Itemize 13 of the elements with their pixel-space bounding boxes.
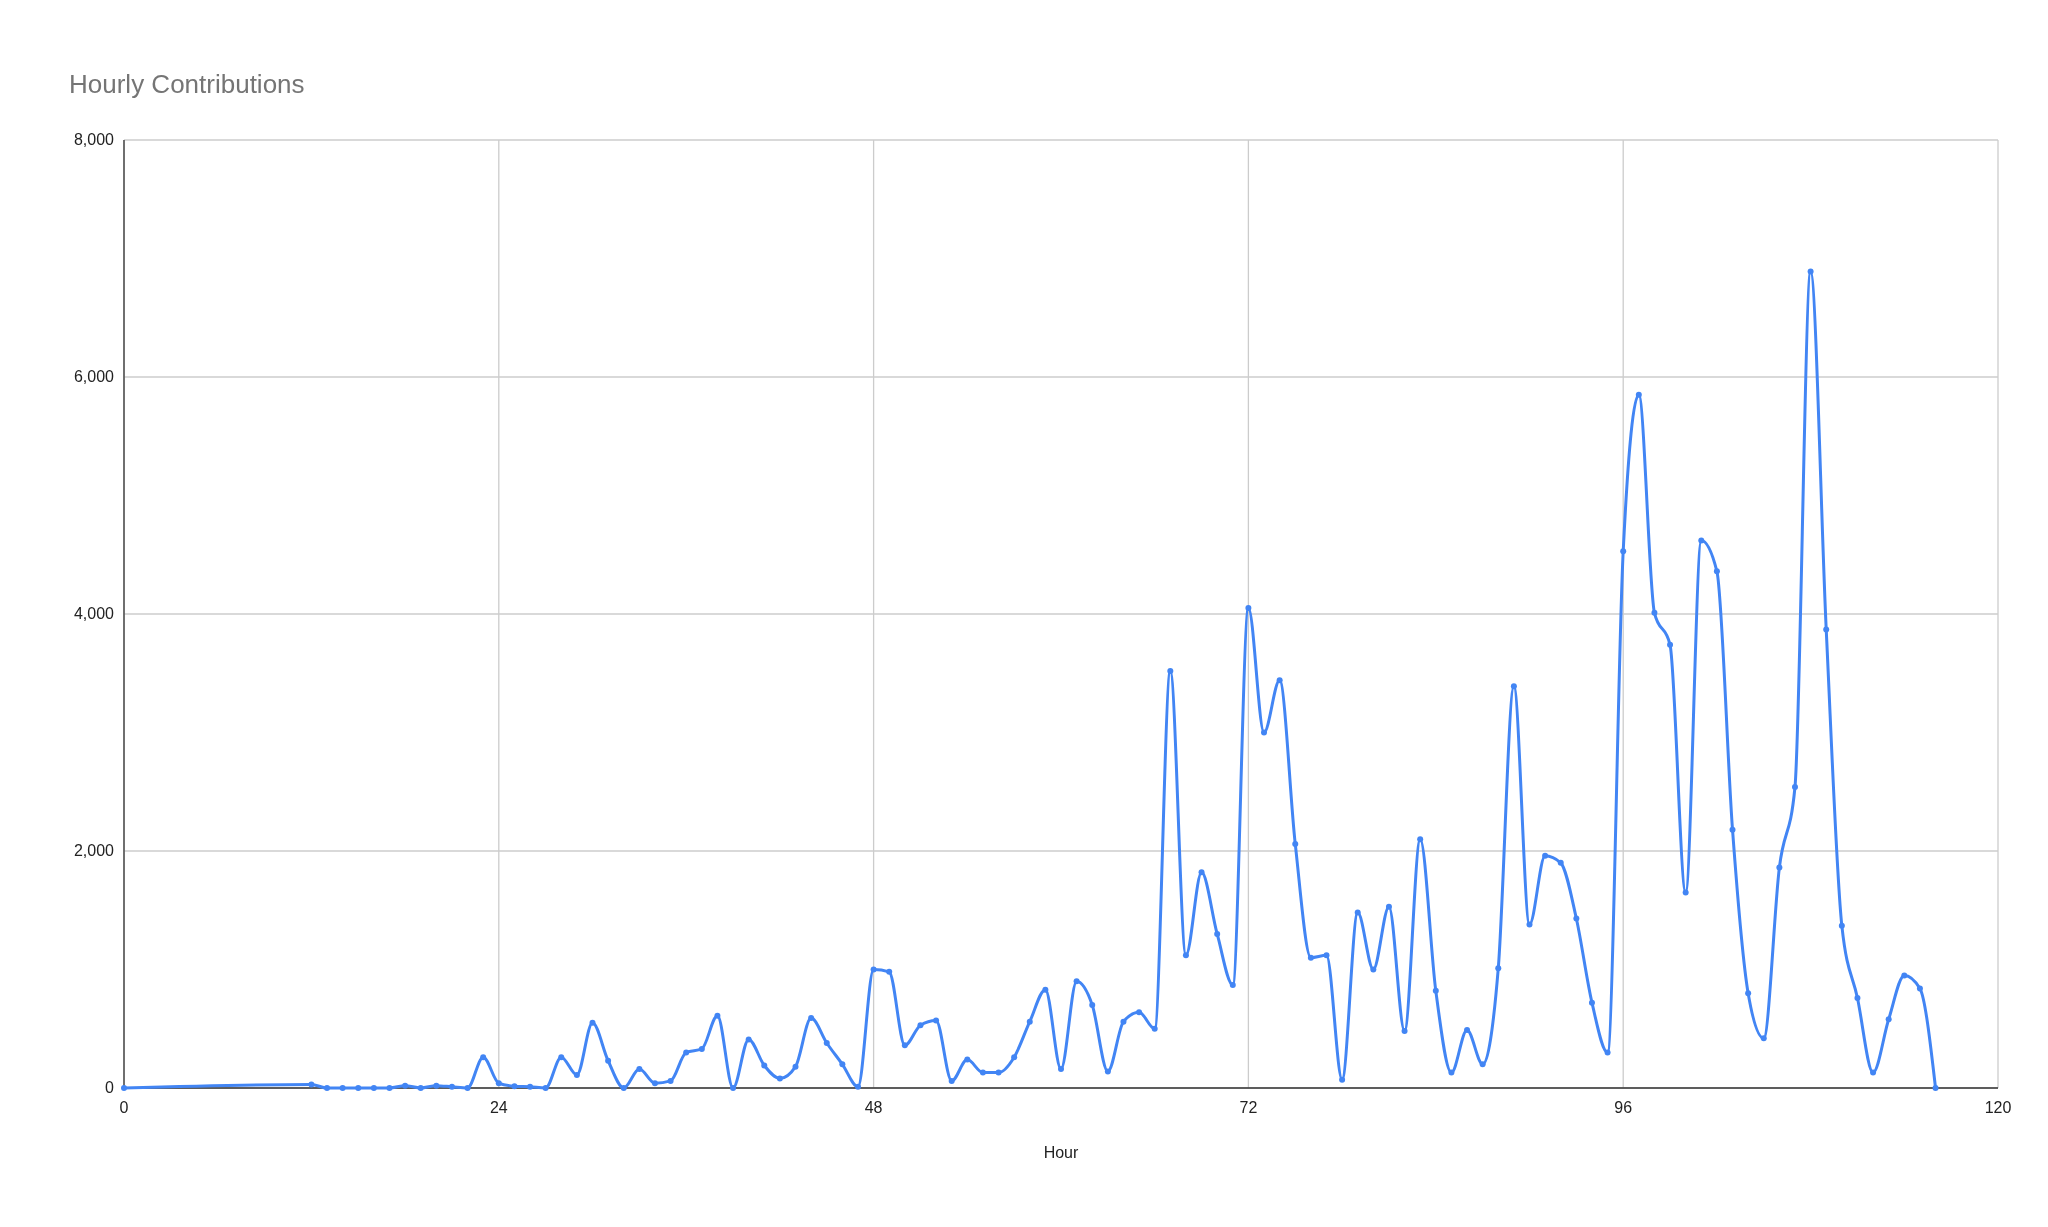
y-tick-label: 8,000 xyxy=(73,131,115,148)
x-tick-label: 48 xyxy=(864,1099,883,1116)
x-tick-label: 96 xyxy=(1614,1099,1633,1116)
x-axis-title: Hour xyxy=(1043,1144,1080,1161)
y-tick-label: 6,000 xyxy=(73,368,115,385)
y-tick-label: 4,000 xyxy=(73,605,115,622)
chart-title: Hourly Contributions xyxy=(69,69,305,99)
x-tick-label: 72 xyxy=(1239,1099,1258,1116)
x-tick-label: 120 xyxy=(1984,1099,2012,1116)
y-tick-label: 2,000 xyxy=(73,842,115,859)
x-tick-label: 24 xyxy=(489,1099,508,1116)
y-tick-label: 0 xyxy=(105,1079,115,1096)
x-tick-label: 0 xyxy=(119,1099,129,1116)
